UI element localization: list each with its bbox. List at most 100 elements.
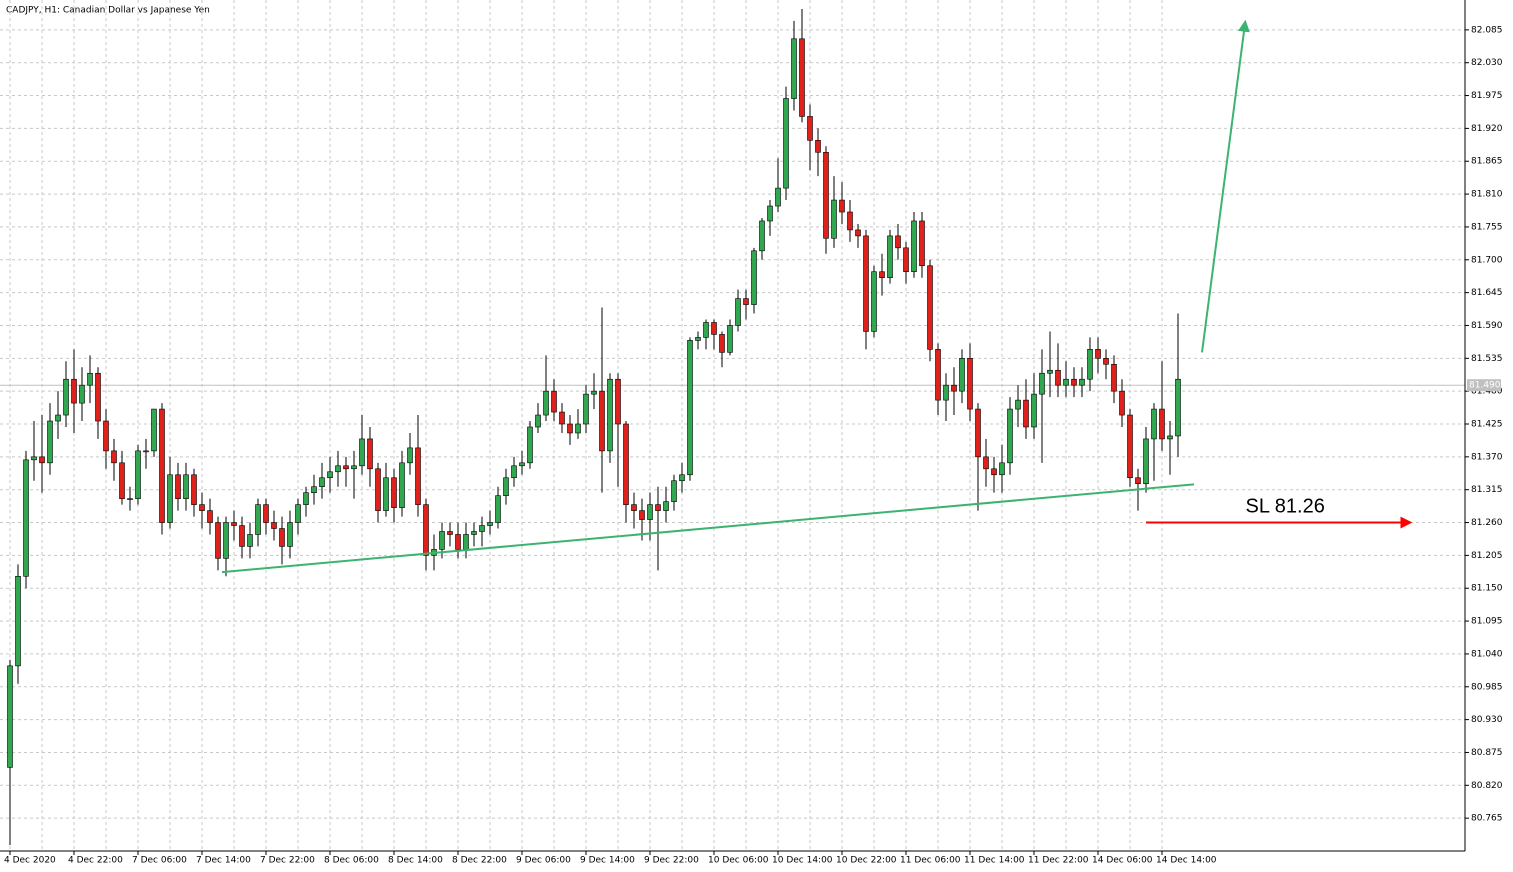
candle-body [1095, 349, 1101, 359]
candle-body [855, 229, 861, 237]
candle-body [103, 420, 109, 452]
candle-body [407, 447, 413, 464]
candle-body [135, 450, 141, 499]
candle-body [615, 378, 621, 425]
candle-body [727, 325, 733, 353]
candle-body [511, 465, 517, 479]
x-tick-label: 14 Dec 14:00 [1156, 856, 1217, 866]
candle-body [991, 468, 997, 476]
candle-body [783, 98, 789, 189]
y-tick-label: 81.040 [1471, 649, 1503, 659]
x-tick-label: 14 Dec 06:00 [1092, 856, 1153, 866]
y-tick-label: 81.425 [1471, 420, 1503, 430]
x-tick-label: 9 Dec 22:00 [644, 856, 699, 866]
candle-body [167, 474, 173, 523]
candle-body [479, 525, 485, 532]
candle-body [79, 384, 85, 404]
candle-body [575, 423, 581, 434]
candle-body [383, 477, 389, 511]
candle-body [263, 504, 269, 523]
candle-body [903, 247, 909, 273]
candle-body [559, 411, 565, 425]
x-tick-label: 8 Dec 14:00 [388, 856, 443, 866]
candle-body [999, 462, 1005, 476]
annotation-arrow [1201, 19, 1250, 353]
y-tick-label: 81.590 [1471, 321, 1503, 331]
current-price-label: 81.490 [1469, 381, 1501, 391]
candle-body [567, 423, 573, 434]
y-tick-label: 81.480 [1471, 387, 1503, 397]
x-tick-label: 4 Dec 2020 [4, 856, 56, 866]
y-tick-label: 82.085 [1471, 25, 1503, 35]
candle-body [191, 474, 197, 505]
candle-body [847, 211, 853, 231]
candle-body [1143, 438, 1149, 485]
candle-body [199, 504, 205, 511]
candle-body [399, 462, 405, 508]
candle-body [1167, 435, 1173, 440]
candle-body [543, 390, 549, 416]
candle-body [751, 250, 757, 305]
candle-body [423, 504, 429, 556]
y-tick-label: 81.315 [1471, 485, 1503, 495]
candle-body [1103, 358, 1109, 365]
y-tick-label: 81.205 [1471, 551, 1503, 561]
candle-body [327, 471, 333, 479]
candle-body [1159, 408, 1165, 440]
candle-body [111, 450, 117, 464]
candle-body [223, 522, 229, 559]
candle-body [527, 426, 533, 464]
candle-body [311, 486, 317, 493]
candle-body [1063, 378, 1069, 386]
candle-body [455, 534, 461, 550]
candle-body [63, 378, 69, 416]
x-tick-label: 4 Dec 22:00 [68, 856, 123, 866]
candle-body [143, 450, 149, 453]
candle-body [943, 384, 949, 401]
y-tick-label: 81.810 [1471, 190, 1503, 200]
candle-body [967, 358, 973, 410]
x-tick-label: 7 Dec 14:00 [196, 856, 251, 866]
candle-body [551, 390, 557, 413]
candle-body [519, 462, 525, 467]
candle-body [1135, 477, 1141, 485]
candle-body [743, 298, 749, 305]
candle-body [887, 235, 893, 278]
candle-body [391, 477, 397, 508]
candle-body [799, 38, 805, 117]
candle-body [1031, 393, 1037, 428]
candle-body [975, 408, 981, 458]
y-tick-label: 81.370 [1471, 452, 1503, 462]
candle-body [15, 575, 21, 667]
candle-body [343, 465, 349, 470]
candle-body [535, 414, 541, 428]
candle-body [631, 504, 637, 511]
x-tick-label: 10 Dec 14:00 [772, 856, 833, 866]
y-tick-label: 80.875 [1471, 748, 1503, 758]
candle-body [879, 271, 885, 278]
candle-body [447, 531, 453, 535]
candle-body [951, 384, 957, 392]
candle-body [439, 531, 445, 550]
candle-body [1039, 372, 1045, 395]
candle-body [607, 378, 613, 452]
y-tick-label: 81.975 [1471, 91, 1503, 101]
candle-body [151, 408, 157, 452]
y-tick-label: 82.030 [1471, 58, 1503, 68]
x-tick-label: 8 Dec 22:00 [452, 856, 507, 866]
candle-body [1111, 363, 1117, 392]
candle-body [359, 438, 365, 467]
candle-body [279, 528, 285, 547]
candle-body [351, 465, 357, 470]
candle-body [471, 531, 477, 535]
x-tick-label: 11 Dec 06:00 [900, 856, 961, 866]
candle-body [735, 298, 741, 326]
x-tick-label: 7 Dec 06:00 [132, 856, 187, 866]
candle-body [983, 456, 989, 470]
candle-body [767, 205, 773, 222]
y-tick-label: 80.820 [1471, 781, 1503, 791]
candle-body [711, 322, 717, 335]
y-tick-label: 81.920 [1471, 124, 1503, 134]
candle-body [271, 522, 277, 529]
